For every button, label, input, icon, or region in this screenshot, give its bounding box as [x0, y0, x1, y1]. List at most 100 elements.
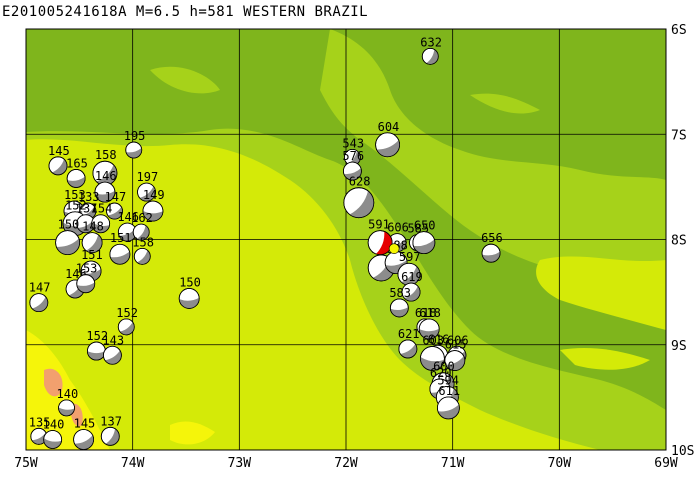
- event-depth-label: 656: [481, 231, 503, 245]
- main-event-layer: 591: [367, 218, 400, 256]
- beachball-icon: [66, 169, 86, 188]
- latitude-tick-labels: 6S 7S 8S 9S 10S: [671, 23, 694, 459]
- beachball-icon: [419, 346, 445, 371]
- beachball-icon: [103, 345, 122, 365]
- map-title: E201005241618A M=6.5 h=581 WESTERN BRAZI…: [2, 4, 369, 20]
- event-depth-label: 606: [447, 333, 469, 347]
- event-depth-label: 606: [387, 221, 409, 235]
- beachball-icon: [29, 293, 49, 313]
- beachball-icon: [94, 181, 116, 203]
- latitude-tick-label: 9S: [671, 339, 687, 354]
- beachball-icon: [73, 429, 94, 450]
- beachball-icon: [389, 298, 409, 318]
- event-depth-label: 604: [378, 120, 400, 134]
- longitude-tick-labels: 75W 74W 73W 72W 71W 70W 69W: [14, 456, 678, 471]
- event-depth-label: 140: [57, 387, 79, 401]
- event-depth-label: 611: [438, 384, 460, 398]
- event-depth-label: 650: [414, 219, 436, 233]
- event-depth-label: 543: [342, 136, 364, 150]
- beachball-icon: [133, 247, 151, 265]
- beachball-icon: [76, 274, 96, 294]
- event-depth-label: 603: [422, 333, 444, 347]
- event-depth-label: 195: [124, 129, 146, 143]
- epicenter-icon: [388, 243, 400, 254]
- event-depth-label: 162: [131, 211, 153, 225]
- event-depth-label: 616: [428, 332, 450, 346]
- event-depth-label: 615: [445, 338, 467, 352]
- event-depth-label: 143: [102, 333, 124, 347]
- beachball-icon: [142, 200, 164, 222]
- event-depth-label: 152: [86, 329, 108, 343]
- event-depth-label: 146: [95, 169, 117, 183]
- event-depth-label: 152: [116, 306, 138, 320]
- longitude-tick-label: 70W: [548, 456, 572, 471]
- event-depth-label: 147: [29, 281, 51, 295]
- latitude-tick-label: 8S: [671, 234, 687, 249]
- beachball-icon: [421, 47, 439, 65]
- event-depth-label: 137: [100, 414, 122, 428]
- terrain-peak: [44, 368, 83, 427]
- beachball-icon: [367, 230, 393, 256]
- event-depth-label: 140: [43, 417, 65, 431]
- event-depth-label: 158: [132, 235, 154, 249]
- event-depth-label: 628: [349, 175, 371, 189]
- beachball-icon: [81, 232, 103, 254]
- beachball-icon: [117, 222, 137, 242]
- event-depth-label: 152: [65, 199, 87, 213]
- longitude-tick-label: 69W: [654, 456, 678, 471]
- event-depth-label: 197: [137, 170, 159, 184]
- event-depth-label: 133: [78, 190, 100, 204]
- event-depth-label: 154: [91, 202, 113, 216]
- beachball-icon: [58, 399, 75, 417]
- beachball-icon: [91, 214, 111, 234]
- event-depth-label: 145: [74, 416, 96, 430]
- beachball-icon: [43, 430, 63, 449]
- latitude-tick-label: 6S: [671, 23, 687, 38]
- beachball-icon: [55, 230, 80, 256]
- event-depth-label: 632: [420, 35, 442, 49]
- longitude-tick-label: 74W: [121, 456, 145, 471]
- event-depth-label: 148: [82, 220, 104, 234]
- longitude-tick-label: 73W: [228, 456, 252, 471]
- event-depth-label: 137: [76, 202, 98, 216]
- longitude-tick-label: 71W: [441, 456, 465, 471]
- beachball-icon: [436, 396, 460, 420]
- beachball-icon: [109, 243, 131, 265]
- event-depth-label: 576: [342, 149, 364, 163]
- main-event-depth-label: 591: [368, 218, 390, 232]
- event-depth-label: 149: [143, 188, 165, 202]
- event-depth-label: 153: [64, 188, 86, 202]
- beachball-icon: [412, 231, 436, 255]
- beachball-icon: [76, 214, 96, 234]
- beachball-icon: [92, 160, 118, 186]
- beachball-icon: [100, 426, 120, 446]
- latitude-tick-label: 7S: [671, 128, 687, 143]
- event-depth-label: 151: [81, 248, 103, 262]
- beachball-icon: [125, 141, 143, 159]
- event-depth-label: 165: [66, 156, 88, 170]
- event-depth-label: 146: [117, 210, 139, 224]
- beachball-icon: [87, 341, 106, 361]
- beachball-icon: [398, 339, 418, 359]
- beachball-icon: [48, 156, 68, 176]
- event-depth-label: 145: [48, 144, 70, 158]
- beachball-icon: [343, 187, 375, 219]
- event-depth-label: 620: [430, 366, 452, 380]
- event-depth-label: 583: [389, 286, 411, 300]
- event-depth-label: 150: [58, 218, 80, 232]
- beachball-icon: [178, 288, 200, 309]
- event-depth-label: 621: [398, 327, 420, 341]
- beachball-icon: [137, 182, 156, 202]
- beachball-icon: [132, 223, 150, 241]
- beachball-icon: [106, 202, 123, 220]
- event-depth-label: 147: [105, 190, 127, 204]
- event-depth-label: 618: [415, 306, 437, 320]
- event-depth-label: 150: [179, 275, 201, 289]
- beachball-icon: [444, 350, 466, 371]
- event-depth-label: 151: [110, 231, 132, 245]
- event-depth-label: 618: [419, 306, 441, 320]
- latitude-tick-label: 10S: [671, 444, 694, 459]
- longitude-tick-label: 72W: [334, 456, 358, 471]
